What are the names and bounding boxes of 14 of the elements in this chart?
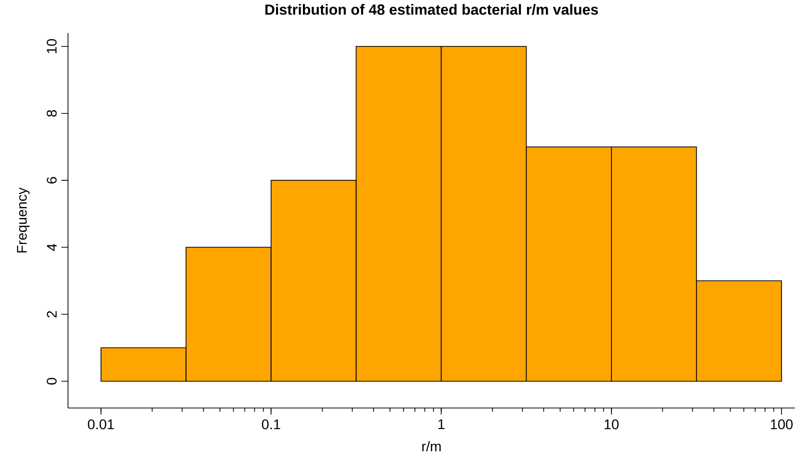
- y-tick-label: 0: [46, 378, 57, 385]
- y-tick-label: 4: [47, 244, 57, 251]
- x-tick-label: 100: [770, 419, 793, 430]
- chart-title: Distribution of 48 estimated bacterial r/m values: [265, 4, 598, 15]
- y-axis-title: Frequency: [17, 187, 30, 252]
- x-tick-label: 0.01: [88, 419, 114, 430]
- x-tick-label: 10: [604, 419, 619, 430]
- y-tick-label: 8: [46, 110, 57, 117]
- y-tick-label: 6: [46, 177, 57, 184]
- x-tick-label: 1: [438, 419, 444, 430]
- x-tick-label: 0.1: [262, 419, 280, 430]
- y-tick-label: 10: [46, 39, 57, 54]
- x-axis-title: r/m: [422, 441, 441, 452]
- y-tick-label: 2: [46, 311, 57, 318]
